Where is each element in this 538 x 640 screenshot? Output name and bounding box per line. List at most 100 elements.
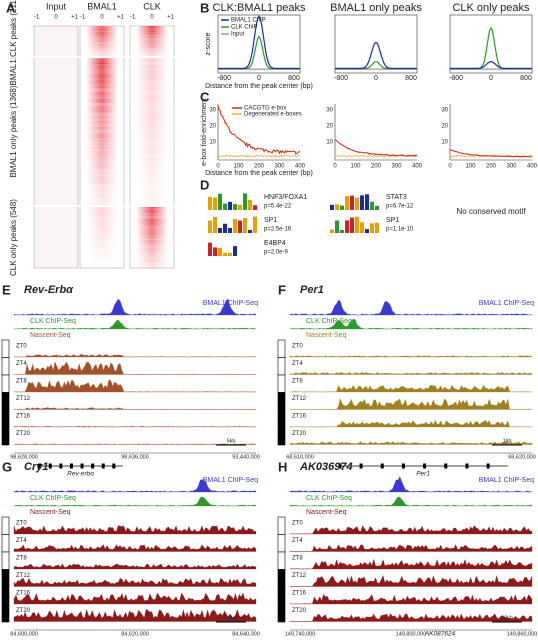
track-label: Nascent-Seq — [30, 509, 71, 516]
heatmap-row — [86, 140, 118, 142]
heatmap-row — [86, 151, 118, 153]
nascent-track — [289, 441, 533, 445]
exon — [359, 463, 363, 469]
heatmap-row — [136, 125, 168, 127]
x-tick-label: 400 — [412, 164, 423, 170]
motif-letter — [233, 218, 237, 233]
x-tick-label: 300 — [274, 164, 285, 170]
zt-bar — [277, 569, 286, 588]
heatmap-row — [136, 148, 168, 150]
heatmap-row — [136, 235, 168, 237]
heatmap-row — [86, 33, 118, 35]
heatmap-row — [136, 42, 168, 44]
heatmap-row — [86, 136, 118, 138]
heatmap-row — [136, 214, 168, 216]
heatmap-row — [86, 139, 118, 141]
motif-letter — [218, 247, 222, 256]
heatmap-row — [86, 109, 118, 111]
heatmap-row — [136, 200, 168, 202]
motif-letter — [213, 197, 217, 210]
heatmap-row — [136, 106, 168, 108]
bmal1-track — [13, 298, 257, 316]
heatmap-row — [136, 50, 168, 52]
x-tick-label: 800 — [520, 75, 532, 82]
cacgtg-ebox-curve — [334, 139, 418, 157]
motif-letter — [345, 196, 349, 210]
heatmap-row — [86, 32, 118, 34]
motif-letter — [233, 204, 237, 210]
heatmap-row — [136, 262, 168, 264]
heatmap-row — [136, 119, 168, 121]
heatmap-row — [136, 185, 168, 187]
bmal1-curve — [218, 15, 300, 70]
heatmap-row — [136, 64, 168, 66]
exon — [338, 463, 342, 469]
nascent-track — [289, 419, 533, 428]
motif-letter — [213, 247, 217, 256]
motif-letter — [248, 199, 252, 210]
zt-bar — [1, 569, 10, 588]
heatmap-row — [86, 247, 118, 249]
heatmap-row — [136, 118, 168, 120]
zt-label: ZT16 — [292, 591, 307, 597]
heatmap-row — [86, 134, 118, 136]
tick-label: 0 — [100, 15, 104, 21]
heatmap-row — [86, 246, 118, 248]
heatmap-row — [136, 222, 168, 224]
zt-label: ZT12 — [16, 573, 31, 579]
heatmap-row — [136, 170, 168, 172]
heatmap-row — [136, 53, 168, 55]
motif-letter — [360, 222, 364, 233]
heatmap-row — [86, 133, 118, 135]
nascent-track — [13, 443, 257, 445]
nascent-track — [289, 613, 533, 622]
coordinate-label: 98,628,000 — [10, 454, 38, 460]
heatmap-row — [86, 27, 118, 29]
degenerate-ebox-curve — [449, 154, 533, 158]
heatmap-row — [86, 44, 118, 46]
heatmap-row — [136, 47, 168, 49]
track-label: CLK ChIP-Seq — [306, 495, 352, 502]
heatmap-row — [136, 240, 168, 242]
tick-label: +1 — [117, 15, 125, 21]
heatmap-row — [86, 194, 118, 196]
heatmap-row — [86, 68, 118, 70]
heatmap-row — [86, 59, 118, 61]
heatmap-row — [86, 124, 118, 126]
heatmap-row — [136, 188, 168, 190]
heatmap-row — [136, 142, 168, 144]
track-label: BMAL1 ChIP-Seq — [479, 477, 534, 484]
column-header: BMAL1 — [87, 1, 117, 11]
heatmap-row — [136, 131, 168, 133]
heatmap-row — [136, 231, 168, 233]
zt-bar — [1, 409, 10, 428]
heatmap-row — [86, 86, 118, 88]
heatmap-row — [86, 155, 118, 157]
heatmap-row — [86, 89, 118, 91]
heatmap-row — [136, 256, 168, 258]
heatmap-row — [86, 146, 118, 148]
motif-letter — [233, 246, 237, 256]
nascent-track — [13, 592, 257, 605]
motif-p-value: p=6.7e-12 — [386, 204, 414, 210]
heatmap-row — [86, 98, 118, 100]
heatmap-row — [86, 169, 118, 171]
heatmap-row — [136, 237, 168, 239]
heatmap-row — [86, 101, 118, 103]
heatmap-row — [136, 115, 168, 117]
heatmap-row — [86, 160, 118, 162]
heatmap-row — [86, 83, 118, 85]
motif-letter — [228, 252, 232, 256]
heatmap-row — [86, 252, 118, 254]
heatmap-row — [86, 125, 118, 127]
plot-title: BMAL1 only peaks — [330, 2, 422, 14]
heatmap-row — [86, 182, 118, 184]
motif-letter — [213, 216, 217, 233]
zt-bar — [277, 409, 286, 428]
panel-label: G — [2, 459, 12, 474]
heatmap-row — [86, 88, 118, 90]
motif-letter — [218, 227, 222, 233]
nascent-track — [289, 398, 533, 410]
heatmap-row — [86, 80, 118, 82]
heatmap-row — [86, 149, 118, 151]
